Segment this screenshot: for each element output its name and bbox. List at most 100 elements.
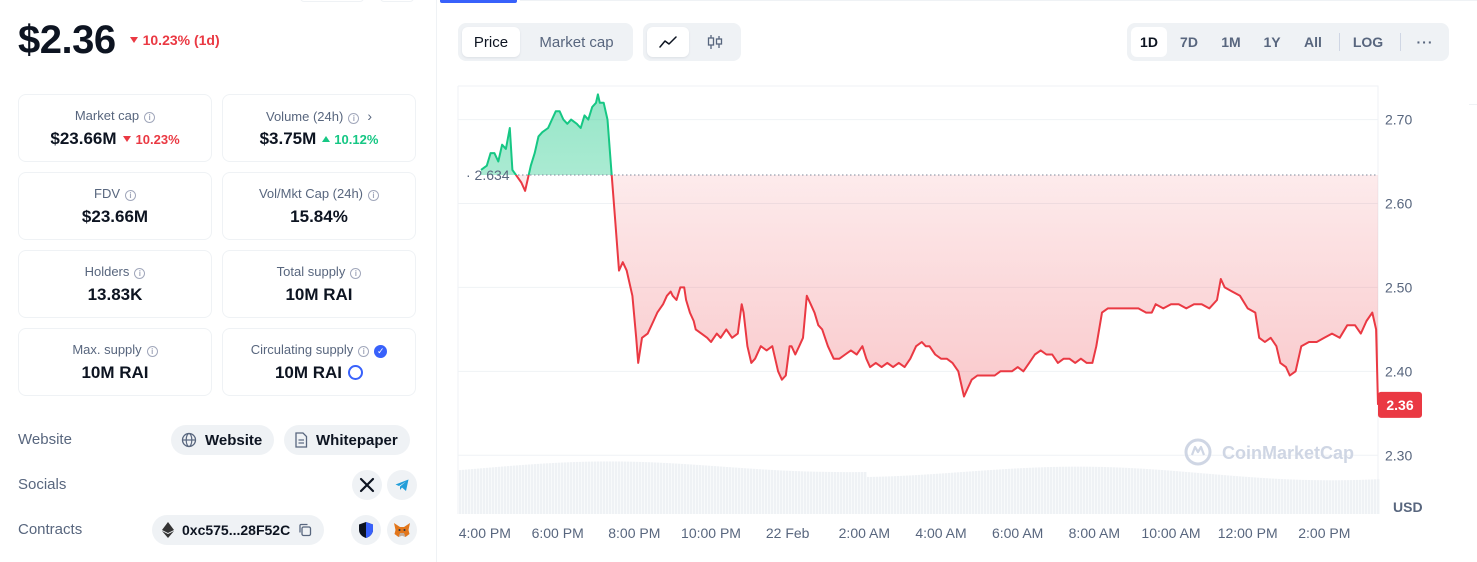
volume-bar	[1194, 472, 1197, 514]
price-area-down	[481, 174, 1378, 405]
log-scale-toggle[interactable]: LOG	[1352, 34, 1384, 50]
volume-bar	[1299, 479, 1302, 514]
volume-bar	[1302, 479, 1305, 514]
volume-bar	[867, 476, 870, 514]
tab-underline	[520, 0, 1477, 2]
info-icon[interactable]: i	[134, 268, 146, 279]
volume-bar	[825, 471, 828, 514]
range-1y[interactable]: 1Y	[1263, 34, 1281, 50]
volume-bar	[603, 461, 606, 514]
range-all[interactable]: All	[1304, 34, 1322, 50]
info-icon[interactable]: i	[350, 268, 362, 279]
volume-bar	[1377, 479, 1380, 514]
volume-bar	[1227, 475, 1230, 514]
volume-bar	[495, 467, 498, 514]
info-icon[interactable]: i	[358, 346, 370, 357]
volume-bar	[1368, 479, 1371, 514]
telegram-icon[interactable]	[387, 470, 417, 500]
website-label: Website	[18, 431, 72, 448]
volume-bar	[1353, 480, 1356, 514]
volume-bar	[771, 469, 774, 514]
volume-bar	[1356, 479, 1359, 514]
price-chart[interactable]: CoinMarketCap · 2.634 2.302.402.502.602.…	[438, 0, 1477, 562]
volume-bar	[1275, 478, 1278, 514]
info-icon[interactable]: i	[144, 112, 156, 123]
volume-bar	[960, 472, 963, 514]
x-axis: 4:00 PM 6:00 PM 8:00 PM 10:00 PM 22 Feb 2:00 …	[459, 525, 1351, 541]
volume-bar	[621, 461, 624, 514]
info-icon[interactable]: i	[348, 113, 360, 124]
volume-bar	[1146, 468, 1149, 514]
stat-card-volume[interactable]: Volume (24h) i › $3.75M 10.12%	[222, 94, 416, 162]
verified-check-icon[interactable]: ✓	[374, 345, 388, 358]
volume-bar	[954, 472, 957, 514]
volume-bar	[1371, 479, 1374, 514]
volume-bar	[1278, 478, 1281, 514]
x-icon[interactable]	[352, 470, 382, 500]
volume-bar	[1350, 480, 1353, 514]
volume-bar	[810, 471, 813, 514]
volume-bar	[891, 476, 894, 514]
volume-bar	[504, 466, 507, 514]
stat-card-max-supply: Max. supply i 10M RAI	[18, 328, 212, 396]
divider	[1469, 104, 1477, 106]
contract-address-button[interactable]: 0xc575...28F52C	[152, 515, 325, 545]
line-chart-icon[interactable]	[647, 27, 689, 57]
tab-market-cap[interactable]: Market cap	[539, 33, 614, 51]
volume-bar	[1053, 466, 1056, 514]
stat-label: Circulating supply	[250, 342, 354, 357]
volume-bar	[501, 466, 504, 514]
stat-value: 13.83K	[87, 285, 143, 304]
token-stats-panel: $2.36 10.23% (1d) Market cap i $23.66M 10.…	[0, 0, 437, 562]
volume-bar	[540, 463, 543, 514]
watermark: CoinMarketCap	[1184, 438, 1354, 466]
x-tick-label: 6:00 AM	[992, 525, 1043, 541]
stat-card-fdv: FDV i $23.66M	[18, 172, 212, 240]
info-icon[interactable]: i	[368, 190, 380, 201]
website-button[interactable]: Website	[171, 425, 275, 455]
volume-bar	[783, 470, 786, 514]
volume-bar	[1143, 468, 1146, 514]
supply-progress-ring-icon[interactable]	[348, 365, 364, 380]
info-icon[interactable]: i	[146, 346, 158, 357]
y-axis: 2.30 2.40 2.50 2.60 2.70 USD	[1385, 112, 1423, 515]
volume-bar	[570, 462, 573, 514]
volume-bar	[1173, 470, 1176, 514]
globe-icon	[181, 432, 197, 448]
volume-bar	[531, 464, 534, 514]
volume-bar	[579, 461, 582, 514]
volume-bar	[549, 463, 552, 514]
range-7d[interactable]: 7D	[1180, 34, 1198, 50]
volume-bar	[1236, 476, 1239, 514]
chevron-right-icon[interactable]: ›	[367, 108, 372, 124]
range-1d[interactable]: 1D	[1131, 27, 1167, 57]
volume-bar	[1185, 471, 1188, 514]
shield-icon[interactable]	[351, 515, 381, 545]
more-horizontal-icon[interactable]: ···	[1416, 34, 1434, 50]
stat-label: Vol/Mkt Cap (24h)	[258, 186, 364, 201]
volume-bar	[786, 470, 789, 514]
copy-icon[interactable]	[298, 523, 312, 537]
volume-bar	[1032, 467, 1035, 514]
volume-bar	[546, 463, 549, 514]
range-1m[interactable]: 1M	[1221, 34, 1241, 50]
x-tick-label: 4:00 PM	[459, 525, 511, 541]
whitepaper-button[interactable]: Whitepaper	[284, 425, 410, 455]
volume-bar	[1065, 466, 1068, 514]
volume-bar	[1026, 467, 1029, 514]
volume-bar	[678, 463, 681, 514]
metamask-fox-icon[interactable]	[387, 515, 417, 545]
volume-bar	[1038, 467, 1041, 514]
volume-bar	[1209, 473, 1212, 514]
volume-bar	[612, 461, 615, 514]
volume-bar	[1089, 466, 1092, 514]
volume-bar	[588, 461, 591, 514]
volume-bar	[1362, 479, 1365, 514]
tab-price[interactable]: Price	[462, 27, 520, 57]
volume-bar	[1080, 466, 1083, 514]
x-tick-label: 2:00 AM	[839, 525, 890, 541]
info-icon[interactable]: i	[125, 190, 136, 201]
watermark-text: CoinMarketCap	[1222, 443, 1354, 463]
candlestick-icon[interactable]	[693, 27, 737, 57]
volume-bar	[1248, 477, 1251, 514]
